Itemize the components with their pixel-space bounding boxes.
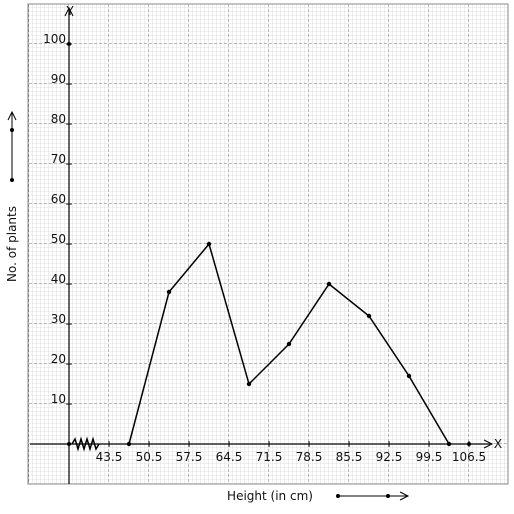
y-tick-label: 50 xyxy=(51,232,66,246)
y-tick-label: 30 xyxy=(51,312,66,326)
data-point xyxy=(326,281,332,287)
y-tick-label: 90 xyxy=(51,72,66,86)
arrow-dot xyxy=(10,128,14,132)
y-tick-label: 70 xyxy=(51,152,66,166)
x-tick-label: 85.5 xyxy=(336,450,363,464)
x-tick-label: 43.5 xyxy=(96,450,123,464)
arrow-dot xyxy=(336,494,340,498)
y-tick-label: 100 xyxy=(43,32,66,46)
x-tick-label: 106.5 xyxy=(452,450,486,464)
arrow-dot xyxy=(386,494,390,498)
y-tick-label: 40 xyxy=(51,272,66,286)
x-axis-name: X xyxy=(494,437,502,451)
y-label-arrowhead xyxy=(7,110,17,121)
y-axis-label: No. of plants xyxy=(5,206,19,282)
x-tick-label: 71.5 xyxy=(256,450,283,464)
origin-dot xyxy=(67,442,71,446)
x-tick-label: 64.5 xyxy=(216,450,243,464)
y-axis-name: Y xyxy=(65,4,74,18)
x-tick-label: 50.5 xyxy=(136,450,163,464)
y-tick-label: 60 xyxy=(51,192,66,206)
y-tick-label: 80 xyxy=(51,112,66,126)
data-point xyxy=(406,373,412,379)
axis-break xyxy=(71,436,100,452)
x-arrow xyxy=(483,439,494,449)
y-tick-label: 20 xyxy=(51,352,66,366)
x-tick-label: 57.5 xyxy=(176,450,203,464)
y-tick-label: 10 xyxy=(51,392,66,406)
arrow-dot xyxy=(10,178,14,182)
x-tick-label: 99.5 xyxy=(416,450,443,464)
data-point xyxy=(286,341,292,347)
x-label-arrowhead xyxy=(399,491,410,501)
data-point xyxy=(166,289,172,295)
data-point xyxy=(246,381,252,387)
x-tick-label: 78.5 xyxy=(296,450,323,464)
y-arrow xyxy=(64,6,74,17)
data-point xyxy=(366,313,372,319)
data-point xyxy=(206,241,212,247)
graph-paper-major xyxy=(28,4,508,484)
x-axis-label: Height (in cm) xyxy=(227,489,313,503)
x-tick-label: 92.5 xyxy=(376,450,403,464)
